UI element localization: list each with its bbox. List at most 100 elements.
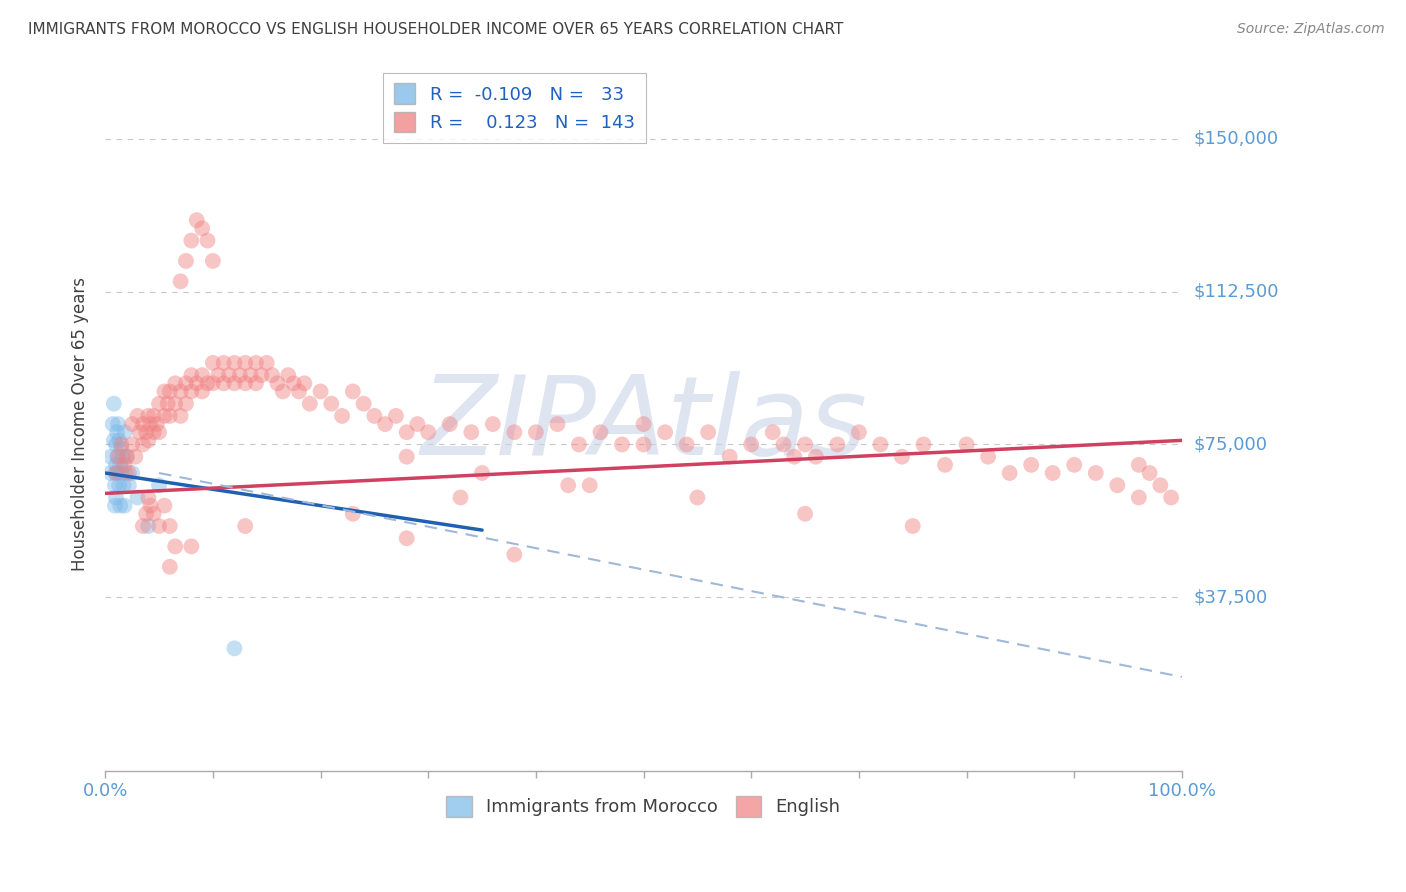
Point	[127, 409, 149, 423]
Point	[207, 368, 229, 383]
Text: $75,000: $75,000	[1194, 435, 1267, 453]
Point	[418, 425, 440, 440]
Point	[288, 384, 311, 399]
Point	[610, 437, 633, 451]
Point	[110, 466, 132, 480]
Point	[146, 417, 169, 431]
Point	[128, 425, 150, 440]
Text: $150,000: $150,000	[1194, 129, 1278, 147]
Point	[142, 425, 165, 440]
Point	[633, 417, 655, 431]
Point	[136, 519, 159, 533]
Point	[136, 434, 159, 448]
Point	[180, 234, 202, 248]
Point	[395, 531, 418, 545]
Point	[256, 356, 278, 370]
Point	[114, 499, 136, 513]
Point	[104, 466, 127, 480]
Point	[794, 437, 817, 451]
Point	[353, 397, 375, 411]
Point	[186, 376, 208, 391]
Point	[121, 417, 143, 431]
Point	[159, 559, 181, 574]
Point	[197, 376, 219, 391]
Point	[105, 425, 128, 440]
Point	[104, 466, 127, 480]
Point	[115, 450, 138, 464]
Point	[1019, 458, 1042, 472]
Point	[245, 356, 267, 370]
Point	[110, 442, 132, 456]
Point	[107, 450, 129, 464]
Point	[165, 397, 187, 411]
Point	[1128, 458, 1150, 472]
Point	[169, 409, 191, 423]
Point	[142, 409, 165, 423]
Point	[127, 491, 149, 505]
Point	[363, 409, 385, 423]
Point	[142, 507, 165, 521]
Point	[439, 417, 461, 431]
Text: $37,500: $37,500	[1194, 589, 1267, 607]
Point	[114, 466, 136, 480]
Point	[1107, 478, 1129, 492]
Point	[148, 425, 170, 440]
Point	[110, 437, 132, 451]
Point	[912, 437, 935, 451]
Point	[186, 213, 208, 227]
Point	[124, 450, 146, 464]
Point	[385, 409, 408, 423]
Point	[266, 376, 288, 391]
Point	[104, 499, 127, 513]
Point	[450, 491, 472, 505]
Point	[180, 384, 202, 399]
Point	[277, 368, 299, 383]
Point	[105, 450, 128, 464]
Point	[740, 437, 762, 451]
Point	[224, 356, 246, 370]
Point	[675, 437, 697, 451]
Point	[114, 425, 136, 440]
Point	[118, 466, 141, 480]
Point	[104, 458, 127, 472]
Point	[321, 397, 343, 411]
Legend: Immigrants from Morocco, English: Immigrants from Morocco, English	[439, 789, 848, 824]
Point	[132, 437, 155, 451]
Point	[697, 425, 720, 440]
Point	[955, 437, 977, 451]
Point	[482, 417, 505, 431]
Point	[212, 376, 235, 391]
Point	[224, 641, 246, 656]
Point	[503, 548, 526, 562]
Point	[148, 478, 170, 492]
Point	[132, 519, 155, 533]
Point	[121, 437, 143, 451]
Point	[848, 425, 870, 440]
Point	[342, 507, 364, 521]
Point	[686, 491, 709, 505]
Point	[406, 417, 429, 431]
Point	[201, 254, 224, 268]
Point	[148, 519, 170, 533]
Point	[869, 437, 891, 451]
Point	[110, 458, 132, 472]
Point	[250, 368, 273, 383]
Point	[100, 466, 122, 480]
Point	[110, 499, 132, 513]
Point	[794, 507, 817, 521]
Point	[901, 519, 924, 533]
Point	[159, 384, 181, 399]
Point	[233, 376, 256, 391]
Point	[772, 437, 794, 451]
Point	[153, 384, 176, 399]
Point	[245, 376, 267, 391]
Point	[121, 466, 143, 480]
Point	[546, 417, 568, 431]
Point	[294, 376, 316, 391]
Point	[977, 450, 1000, 464]
Point	[104, 437, 127, 451]
Point	[174, 397, 197, 411]
Point	[153, 409, 176, 423]
Point	[108, 434, 131, 448]
Point	[330, 409, 353, 423]
